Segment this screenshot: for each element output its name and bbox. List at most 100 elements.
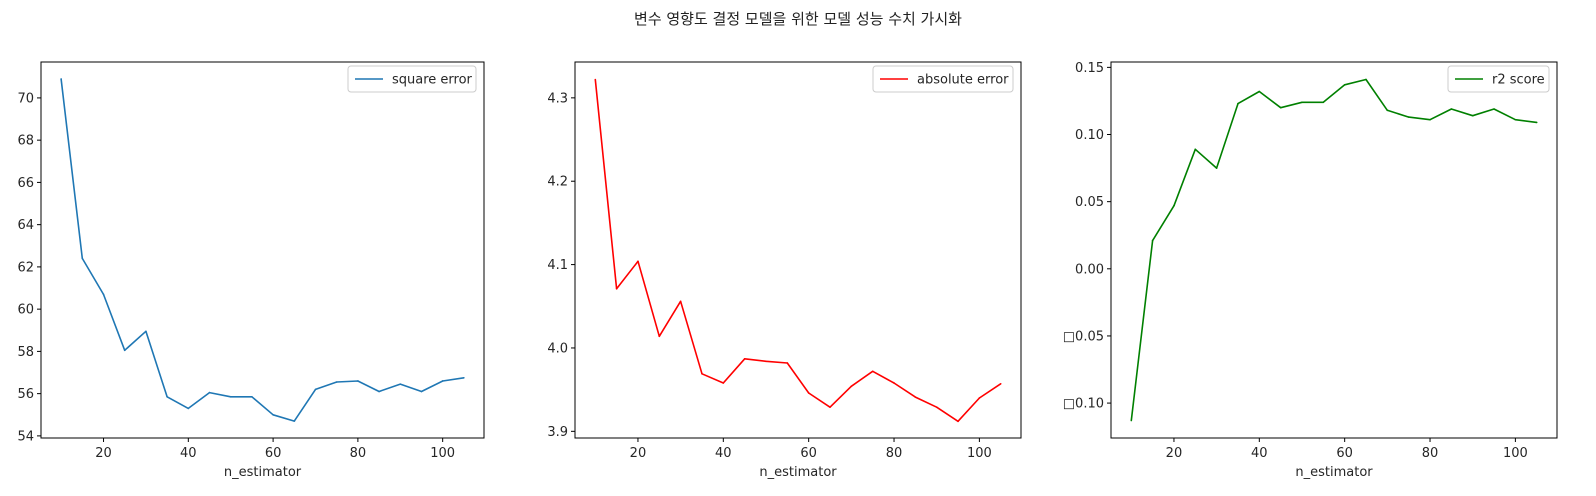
series-line [1130,78,1537,421]
data-point [871,370,874,373]
y-tick-label: 0.10 [1075,128,1104,143]
data-point [1343,84,1346,86]
x-tick-label: 20 [630,446,647,461]
chart-1: 20 40 60 80 100 54 56 58 60 62 64 66 68 70 n_estimator… [17,61,485,480]
legend-label: absolute error [917,73,1009,88]
y-tick-label: 4.2 [547,175,568,190]
data-point [807,392,810,394]
figure-title: 변수 영향도 결정 모델을 위한 모델 성능 수치 가시화 [634,10,962,28]
y-tick-label: 0.00 [1075,262,1104,277]
data-point [957,420,959,423]
y-tick-label: 62 [17,260,34,275]
data-point [102,293,105,296]
x-tick-label: 40 [1251,446,1268,461]
data-point [637,260,639,263]
y-tick-label: 0.15 [1075,61,1104,76]
data-point [1365,78,1367,81]
data-point [1301,101,1303,104]
legend-label: r2 score [1492,73,1545,88]
data-point [1258,90,1261,93]
data-point [1130,419,1133,422]
y-tick-label: 60 [17,303,34,318]
x-tick-label: 40 [180,446,197,461]
data-point [829,406,831,408]
plot-frame [40,61,485,439]
data-point [60,78,62,80]
data-point [187,407,190,410]
data-point [722,382,725,384]
data-point [272,413,274,416]
legend: r2 score [1447,65,1550,93]
x-tick-label: 100 [1503,446,1528,461]
data-point [1471,114,1474,117]
legend-box [872,65,1014,93]
legend-label: square error [392,73,473,88]
data-point [145,330,147,333]
data-point [1194,148,1197,151]
data-point [978,397,981,399]
x-axis-label: n_estimator [224,465,302,480]
data-point [335,381,338,383]
data-point [1279,106,1282,109]
y-tick-label: 56 [17,387,34,402]
data-point [999,383,1002,385]
x-tick-label: 60 [265,446,282,461]
data-point [1535,121,1538,124]
data-point [914,396,917,398]
data-point [463,376,465,379]
y-tick-label: 64 [17,218,34,233]
plot-frame [1110,61,1558,439]
data-point [1407,116,1410,118]
data-point [399,383,402,385]
y-tick-label: 3.9 [547,425,568,440]
x-tick-label: 20 [1166,446,1183,461]
y-tick-label: 58 [17,345,34,360]
data-point [81,257,84,260]
x-tick-label: 20 [95,446,112,461]
legend-box [347,65,477,93]
y-tick-label: 70 [17,91,34,106]
data-point [293,420,296,422]
data-point [314,388,317,391]
x-tick-label: 40 [715,446,732,461]
chart-2: 20 40 60 80 100 3.9 4.0 4.1 4.2 4.3 n_estimator abs… [547,61,1022,480]
data-point [1450,108,1453,110]
data-point [765,360,767,363]
data-point [615,287,618,290]
data-point [166,396,168,398]
x-tick-label: 80 [350,446,367,461]
data-point [701,373,703,375]
data-point [786,362,789,364]
y-tick-label: 4.3 [547,91,568,106]
legend: square error [347,65,477,93]
x-tick-label: 60 [1336,446,1353,461]
legend: absolute error [872,65,1014,93]
data-point [441,380,444,382]
x-tick-label: 100 [430,446,455,461]
data-point [893,382,895,384]
y-tick-label: 54 [17,429,34,444]
data-point [208,391,211,394]
series-line [594,79,1002,423]
data-point [378,390,380,393]
plot-frame [574,61,1022,439]
data-point [1237,102,1239,105]
data-point [743,357,746,360]
data-point [251,396,253,398]
x-tick-label: 100 [967,446,992,461]
data-point [420,390,423,393]
y-tick-label: □0.05 [1063,329,1104,344]
data-point [357,380,359,382]
data-point [1386,109,1389,112]
data-point [123,349,126,352]
data-point [850,385,853,388]
x-tick-label: 60 [800,446,817,461]
data-point [658,335,661,338]
data-point [1322,101,1325,104]
data-point [1493,108,1495,110]
x-tick-label: 80 [886,446,903,461]
data-point [679,300,682,303]
x-axis-label: n_estimator [759,465,837,480]
y-tick-label: 0.05 [1075,195,1104,210]
